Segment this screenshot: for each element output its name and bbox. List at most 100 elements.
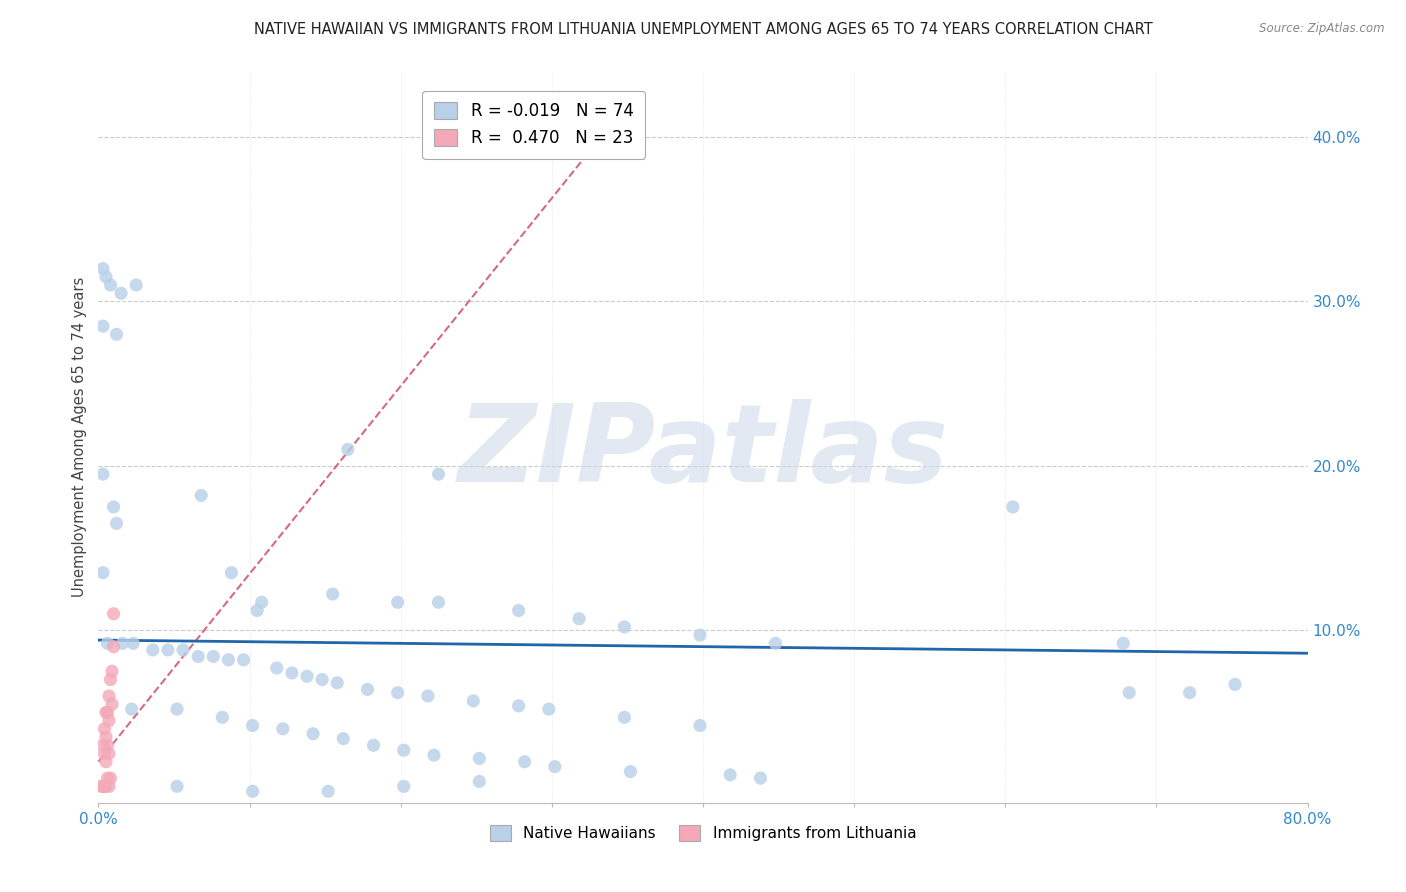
Point (93, 780, 115, 794)
Point (619, 764, 641, 779)
Point (125, 278, 148, 293)
Point (91, 467, 114, 481)
Point (94, 780, 117, 794)
Point (217, 653, 239, 667)
Point (100, 673, 122, 687)
Point (94, 269, 117, 284)
Point (172, 643, 194, 657)
Point (392, 743, 415, 757)
Point (98, 714, 121, 728)
Point (221, 566, 243, 580)
Point (749, 771, 772, 785)
Point (1001, 500, 1024, 514)
Point (93, 747, 115, 761)
Point (202, 649, 225, 664)
Point (211, 710, 233, 724)
Point (101, 665, 124, 679)
Point (1112, 636, 1135, 650)
Point (427, 595, 450, 609)
Point (100, 771, 122, 785)
Point (105, 327, 128, 342)
Point (242, 718, 264, 732)
Point (91, 319, 114, 334)
Point (156, 643, 179, 657)
Point (427, 467, 450, 481)
Point (91, 739, 114, 753)
Point (1223, 677, 1246, 691)
Point (187, 649, 209, 664)
Point (322, 587, 344, 601)
Point (166, 702, 188, 716)
Point (90, 780, 112, 794)
Point (232, 653, 254, 667)
Point (316, 784, 339, 798)
Point (302, 727, 325, 741)
Point (246, 603, 269, 617)
Point (190, 488, 212, 502)
Point (103, 607, 125, 621)
Point (423, 748, 446, 763)
Point (311, 673, 333, 687)
Point (537, 702, 560, 716)
Point (1118, 686, 1140, 700)
Point (96, 636, 118, 650)
Point (468, 774, 491, 789)
Point (94, 730, 117, 744)
Point (94, 706, 117, 720)
Point (250, 595, 273, 609)
Point (613, 620, 636, 634)
Point (416, 689, 439, 703)
Point (568, 612, 591, 626)
Point (103, 500, 125, 514)
Point (96, 771, 118, 785)
Point (98, 689, 121, 703)
Point (281, 665, 304, 680)
Point (508, 698, 530, 713)
Point (101, 697, 124, 711)
Point (98, 780, 121, 794)
Point (387, 686, 409, 700)
Point (689, 628, 711, 642)
Point (513, 755, 536, 769)
Point (110, 286, 132, 301)
Point (142, 643, 165, 657)
Point (111, 636, 134, 650)
Point (121, 702, 143, 716)
Point (326, 675, 349, 690)
Point (544, 759, 567, 773)
Point (96, 706, 118, 720)
Point (105, 516, 128, 531)
Point (332, 731, 354, 746)
Point (122, 636, 145, 650)
Point (103, 640, 125, 654)
Point (336, 442, 359, 457)
Point (468, 751, 491, 765)
Point (363, 739, 385, 753)
Point (1178, 686, 1201, 700)
Point (765, 636, 787, 650)
Legend: Native Hawaiians, Immigrants from Lithuania: Native Hawaiians, Immigrants from Lithua… (481, 815, 925, 850)
Point (718, 768, 741, 782)
Point (387, 595, 409, 609)
Point (271, 722, 294, 736)
Text: Source: ZipAtlas.com: Source: ZipAtlas.com (1260, 22, 1385, 36)
Point (91, 780, 114, 794)
Point (689, 718, 711, 732)
Text: NATIVE HAWAIIAN VS IMMIGRANTS FROM LITHUANIA UNEMPLOYMENT AMONG AGES 65 TO 74 YE: NATIVE HAWAIIAN VS IMMIGRANTS FROM LITHU… (253, 22, 1153, 37)
Point (100, 278, 122, 293)
Point (96, 739, 118, 753)
Point (356, 682, 378, 697)
Point (98, 747, 121, 761)
Point (91, 261, 114, 276)
Point (508, 603, 530, 617)
Text: ZIPatlas: ZIPatlas (457, 399, 949, 505)
Point (613, 710, 636, 724)
Point (242, 784, 264, 798)
Point (166, 780, 188, 794)
Point (295, 669, 318, 683)
Point (463, 694, 485, 708)
Y-axis label: Unemployment Among Ages 65 to 74 years: Unemployment Among Ages 65 to 74 years (72, 277, 87, 598)
Point (93, 722, 115, 736)
Point (94, 755, 117, 769)
Point (266, 661, 288, 675)
